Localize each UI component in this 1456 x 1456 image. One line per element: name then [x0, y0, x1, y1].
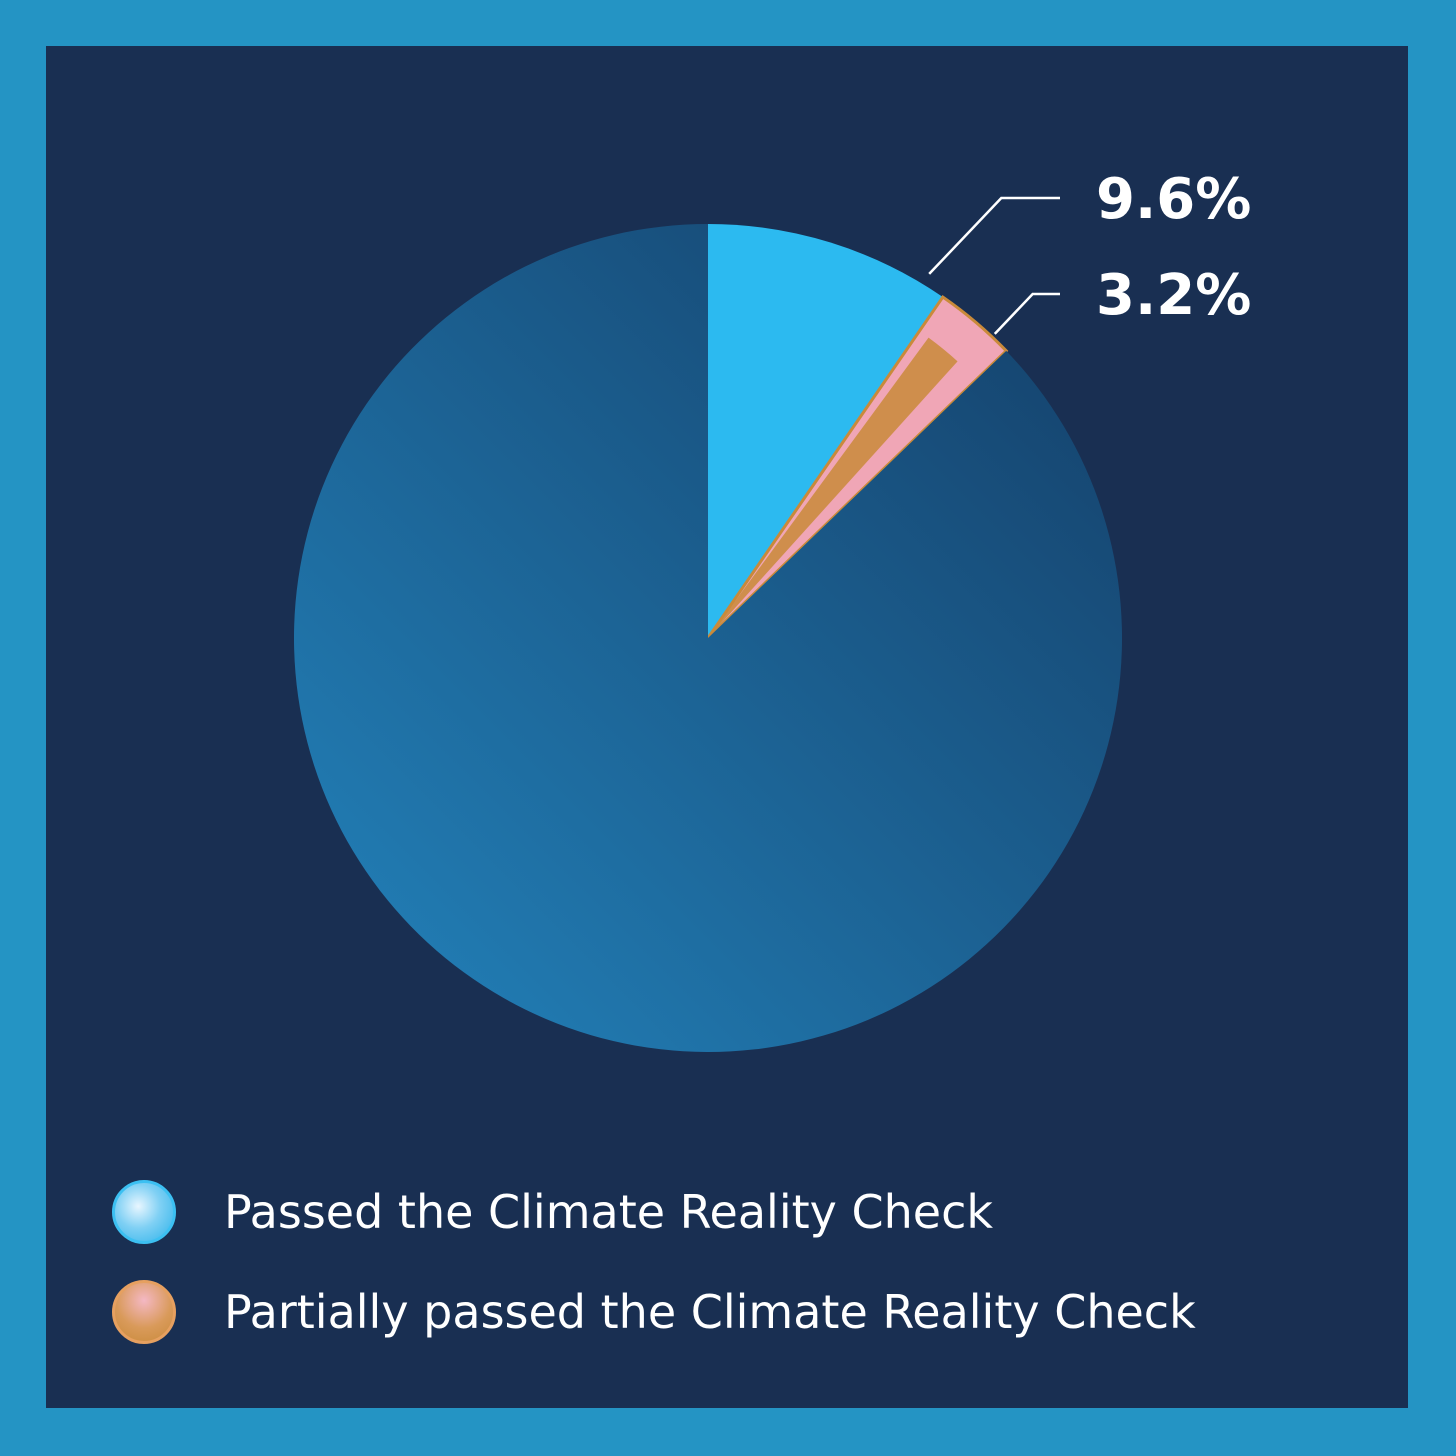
leader-line — [993, 292, 1060, 335]
pie-slice-passed — [708, 224, 943, 638]
globe-icon — [112, 1180, 176, 1244]
data-label-passed: 9.6% — [1096, 167, 1251, 232]
data-label-partial: 3.2% — [1096, 263, 1251, 328]
pie-slice-remainder — [293, 224, 1122, 1053]
legend-label-passed: Passed the Climate Reality Check — [224, 1185, 993, 1239]
pie-slice-partial-texture — [708, 337, 958, 638]
globe-partial-icon — [112, 1280, 176, 1344]
legend-item-passed: Passed the Climate Reality Check — [112, 1180, 993, 1244]
legend-label-partial: Partially passed the Climate Reality Che… — [224, 1285, 1196, 1339]
leader-line — [928, 196, 1060, 275]
legend-item-partial: Partially passed the Climate Reality Che… — [112, 1280, 1196, 1344]
